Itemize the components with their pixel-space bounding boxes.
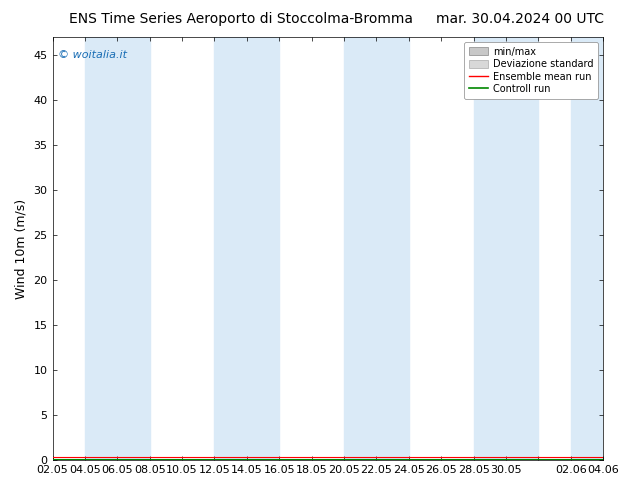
Legend: min/max, Deviazione standard, Ensemble mean run, Controll run: min/max, Deviazione standard, Ensemble m… (463, 42, 598, 99)
Bar (85, 37, 117, 460)
Bar (117, 37, 150, 460)
Text: © woitalia.it: © woitalia.it (58, 50, 127, 60)
Bar (344, 37, 377, 460)
Text: ENS Time Series Aeroporto di Stoccolma-Bromma: ENS Time Series Aeroporto di Stoccolma-B… (69, 12, 413, 26)
Text: mar. 30.04.2024 00 UTC: mar. 30.04.2024 00 UTC (436, 12, 604, 26)
Bar (214, 37, 247, 460)
Bar (474, 37, 506, 460)
Bar (377, 37, 409, 460)
Bar (506, 37, 538, 460)
Bar (247, 37, 279, 460)
Y-axis label: Wind 10m (m/s): Wind 10m (m/s) (15, 198, 28, 299)
Bar (571, 37, 603, 460)
